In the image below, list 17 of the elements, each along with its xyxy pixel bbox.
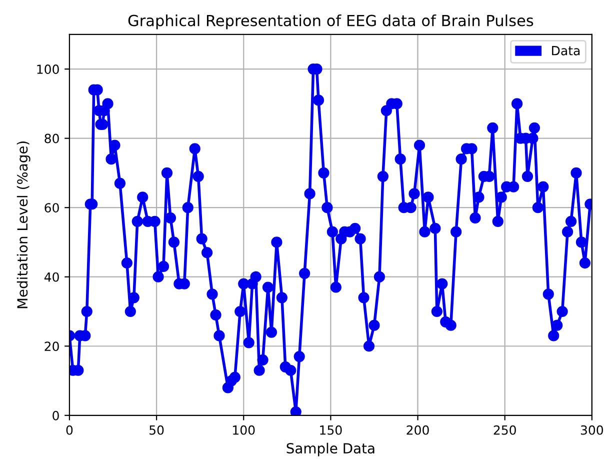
- chart-title: Graphical Representation of EEG data of Brain Pulses: [128, 14, 534, 30]
- y-axis-title: Meditation Level (%age): [16, 142, 30, 308]
- x-tick-label: 150: [320, 425, 342, 435]
- x-tick-label: 300: [580, 425, 604, 435]
- y-tick-label: 100: [37, 64, 59, 74]
- y-tick-label: 80: [44, 134, 59, 144]
- legend-label: Data: [552, 46, 580, 56]
- x-axis-title: Sample Data: [286, 442, 374, 456]
- y-tick-label: 0: [52, 410, 59, 420]
- x-tick-label: 200: [406, 425, 429, 435]
- y-tick-label: 60: [44, 203, 59, 213]
- x-tick-label: 250: [494, 425, 516, 435]
- y-tick-label: 20: [44, 342, 59, 352]
- x-tick-label: 100: [233, 425, 255, 435]
- x-tick-label: 50: [150, 425, 164, 435]
- y-tick-label: 40: [44, 272, 59, 282]
- x-tick-label: 0: [66, 425, 73, 435]
